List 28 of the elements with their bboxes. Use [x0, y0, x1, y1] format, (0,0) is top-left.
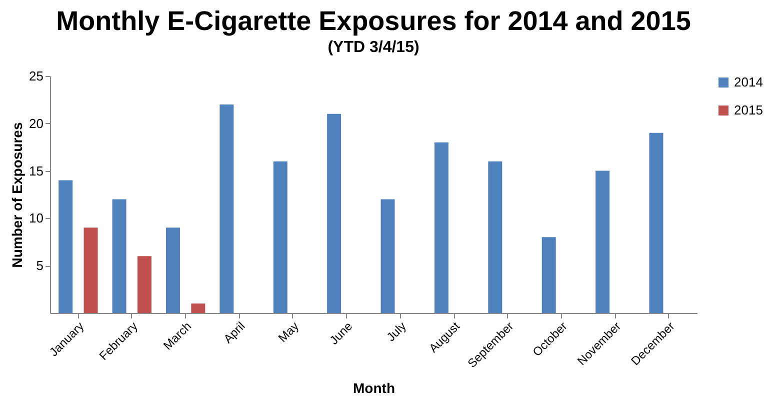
bar	[649, 132, 664, 313]
legend-label: 2015	[734, 102, 763, 118]
bar	[58, 180, 73, 313]
bar	[84, 228, 98, 313]
y-tick-label: 5	[36, 258, 44, 274]
bar	[137, 256, 152, 313]
bar	[220, 104, 234, 313]
bar	[434, 142, 448, 313]
bar	[327, 114, 342, 313]
bar	[488, 161, 502, 313]
y-axis-title: Number of Exposures	[9, 122, 26, 268]
y-tick-label: 10	[29, 210, 44, 226]
x-tick-label: July	[384, 319, 409, 344]
bar	[380, 199, 395, 313]
bar	[542, 237, 556, 313]
bar	[596, 170, 610, 313]
bar	[191, 304, 206, 313]
y-tick-label: 20	[29, 116, 44, 131]
bar	[166, 228, 180, 313]
chart-subtitle: (YTD 3/4/15)	[328, 39, 420, 56]
chart-title: Monthly E-Cigarette Exposures for 2014 and 2015	[56, 6, 691, 36]
y-tick-label: 25	[29, 68, 44, 84]
bar	[273, 161, 288, 313]
legend-label: 2014	[734, 74, 763, 90]
y-tick-label: 15	[29, 163, 44, 178]
x-axis-title: Month	[353, 380, 395, 396]
x-tick-label: May	[276, 319, 302, 346]
bar	[112, 199, 126, 313]
